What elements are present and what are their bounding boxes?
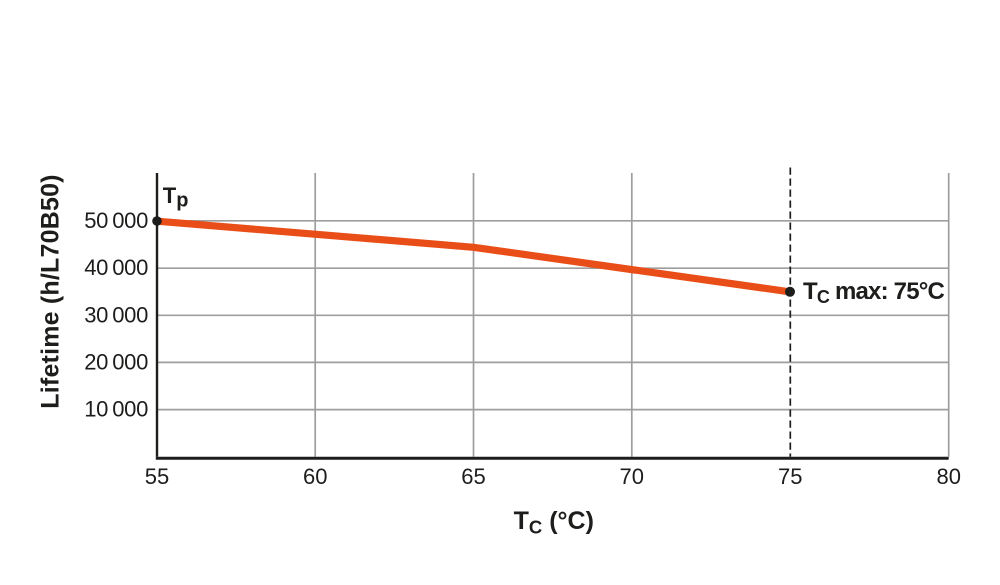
svg-text:Lifetime (h/L70B50): Lifetime (h/L70B50): [37, 174, 65, 408]
svg-text:30 000: 30 000: [84, 302, 148, 327]
svg-text:TC max: 75°C: TC max: 75°C: [803, 278, 945, 307]
svg-text:10 000: 10 000: [84, 397, 148, 422]
svg-text:TC (°C): TC (°C): [514, 507, 594, 538]
svg-text:65: 65: [461, 464, 485, 489]
svg-text:55: 55: [145, 464, 169, 489]
svg-text:80: 80: [936, 464, 960, 489]
svg-text:50 000: 50 000: [84, 208, 148, 233]
svg-text:60: 60: [303, 464, 327, 489]
svg-text:75: 75: [778, 464, 802, 489]
svg-text:70: 70: [620, 464, 644, 489]
svg-text:40 000: 40 000: [84, 255, 148, 280]
svg-text:20 000: 20 000: [84, 349, 148, 374]
